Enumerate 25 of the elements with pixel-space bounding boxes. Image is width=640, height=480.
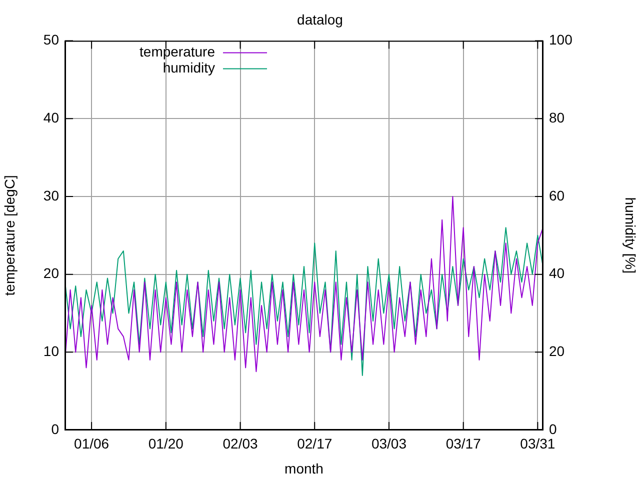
- y2-axis-title: humidity [%]: [622, 197, 639, 274]
- y-tick-label: 20: [43, 265, 60, 282]
- x-tick-label: 02/17: [297, 435, 332, 452]
- x-axis-title: month: [284, 460, 324, 476]
- y-tick-label: 10: [43, 343, 60, 360]
- y2-tick-label: 0: [549, 420, 557, 437]
- y2-tick-label: 60: [549, 187, 565, 204]
- x-tick-label: 03/03: [371, 435, 407, 452]
- y2-tick-label: 20: [549, 343, 565, 360]
- chart-title: datalog: [297, 11, 343, 28]
- x-tick-label: 03/31: [520, 435, 556, 452]
- y-tick-label: 0: [51, 420, 60, 437]
- legend-label: temperature: [140, 44, 216, 60]
- y-tick-label: 30: [43, 187, 60, 204]
- x-tick-label: 03/17: [446, 435, 482, 452]
- y-tick-label: 50: [43, 32, 60, 48]
- y-axis-title: temperature [degC]: [1, 175, 18, 296]
- y2-tick-label: 100: [549, 32, 573, 48]
- x-tick-label: 01/06: [74, 435, 110, 452]
- y2-tick-label: 80: [549, 110, 565, 126]
- x-tick-label: 02/03: [222, 435, 258, 452]
- y2-tick-label: 40: [549, 265, 565, 282]
- y-tick-label: 40: [43, 110, 60, 126]
- x-tick-label: 01/20: [148, 435, 184, 452]
- legend-label: humidity: [162, 60, 215, 76]
